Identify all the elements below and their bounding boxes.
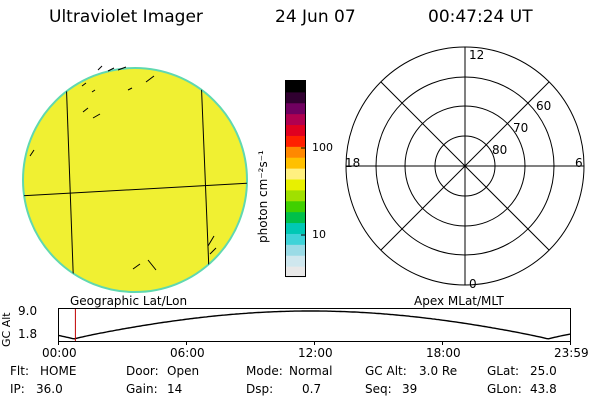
timeline-frame — [58, 308, 571, 342]
timeline-y-top: 9.0 — [18, 304, 38, 318]
glat-label: GLat: — [487, 364, 520, 378]
colorbar-cell — [286, 179, 306, 191]
colorbar-cell — [286, 189, 306, 202]
globe-disk — [22, 67, 248, 293]
colorbar-cell — [286, 255, 306, 267]
timeline-left-label: Geographic Lat/Lon — [70, 294, 188, 308]
flight-value: HOME — [40, 364, 77, 378]
date-label: 24 Jun 07 — [275, 7, 356, 27]
colorbar-cell — [286, 146, 306, 158]
dsp-value: 0.7 — [302, 382, 322, 396]
gain-label: Gain: — [126, 382, 158, 396]
colorbar-cell — [286, 157, 306, 169]
time-label: 00:47:24 UT — [428, 7, 533, 27]
meridian-line — [65, 75, 75, 292]
parallel-line — [23, 182, 247, 197]
timeline-tick-1: 06:00 — [170, 346, 205, 360]
polar-plot: 12 0 18 6 60 70 80 — [345, 46, 585, 290]
colorbar-cell — [286, 266, 306, 278]
flight-label: Flt: — [10, 364, 29, 378]
colorbar-tick-100: 100 — [312, 141, 333, 154]
mode-value: Normal — [289, 364, 333, 378]
colorbar — [285, 80, 306, 278]
colorbar-cell — [286, 135, 306, 147]
graticule — [23, 75, 247, 292]
timeline-y-label: GC Alt — [0, 312, 13, 347]
timeline-tick-0: 00:00 — [42, 346, 77, 360]
mlat-label-70: 70 — [513, 121, 528, 135]
gc-alt-label: GC Alt: — [365, 364, 407, 378]
colorbar-tick-10: 10 — [312, 228, 326, 241]
colorbar-cell — [286, 244, 306, 256]
gc-alt-value: 3.0 Re — [419, 364, 458, 378]
colorbar-cell — [286, 124, 306, 136]
colorbar-cell — [286, 102, 306, 115]
mlt-label-0: 0 — [469, 277, 477, 290]
colorbar-unit-label: photon cm⁻²s⁻¹ — [256, 150, 270, 243]
colorbar-cell — [286, 233, 306, 245]
door-label: Door: — [126, 364, 159, 378]
mlat-label-80: 80 — [492, 143, 507, 157]
timeline-y-bottom: 1.8 — [18, 327, 38, 341]
colorbar-cell — [286, 91, 306, 104]
seq-value: 39 — [402, 382, 418, 396]
ip-label: IP: — [10, 382, 25, 396]
colorbar-cell — [286, 211, 306, 224]
colorbar-cell — [286, 168, 306, 180]
colorbar-unit-label-wrap: photon cm⁻²s⁻¹ — [256, 83, 276, 243]
gain-value: 14 — [167, 382, 183, 396]
timeline-tick-2: 12:00 — [298, 346, 333, 360]
instrument-title: Ultraviolet Imager — [49, 7, 203, 27]
colorbar-cell — [286, 81, 306, 93]
colorbar-cell — [286, 222, 306, 234]
glon-value: 43.8 — [530, 382, 557, 396]
altitude-curve — [58, 310, 571, 340]
polar-diagonal — [380, 81, 550, 251]
glon-label: GLon: — [487, 382, 522, 396]
colorbar-frame — [285, 80, 306, 277]
altitude-timeline — [58, 308, 571, 345]
mlt-label-12: 12 — [469, 48, 484, 62]
mlt-label-6: 6 — [575, 156, 583, 170]
timeline-tick-3: 18:00 — [426, 346, 461, 360]
colorbar-cell — [286, 200, 306, 213]
mode-label: Mode: — [246, 364, 283, 378]
coastlines — [29, 65, 217, 271]
door-value: Open — [167, 364, 200, 378]
timeline-right-label: Apex MLat/MLT — [414, 294, 504, 308]
ip-value: 36.0 — [36, 382, 63, 396]
seq-label: Seq: — [365, 382, 392, 396]
mlt-label-18: 18 — [345, 156, 360, 170]
colorbar-cell — [286, 113, 306, 126]
globe-image — [22, 65, 248, 293]
timeline-y-label-wrap: GC Alt — [0, 309, 14, 349]
mlat-label-60: 60 — [536, 99, 551, 113]
dsp-label: Dsp: — [246, 382, 274, 396]
timeline-tick-4: 23:59 — [554, 346, 589, 360]
glat-value: 25.0 — [530, 364, 557, 378]
